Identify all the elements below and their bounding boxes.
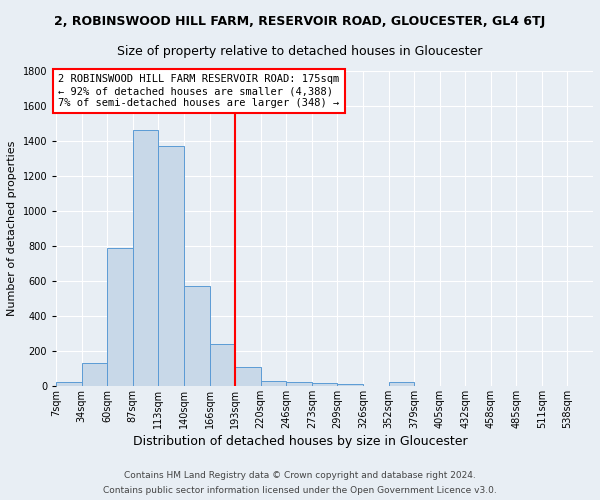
Bar <box>107 248 133 386</box>
Bar <box>158 146 184 386</box>
Bar <box>337 384 363 386</box>
Bar <box>56 382 82 386</box>
Bar <box>184 286 209 386</box>
Y-axis label: Number of detached properties: Number of detached properties <box>7 140 17 316</box>
Bar <box>286 382 312 386</box>
Text: Size of property relative to detached houses in Gloucester: Size of property relative to detached ho… <box>118 45 482 58</box>
Text: 2, ROBINSWOOD HILL FARM, RESERVOIR ROAD, GLOUCESTER, GL4 6TJ: 2, ROBINSWOOD HILL FARM, RESERVOIR ROAD,… <box>55 15 545 28</box>
Bar <box>389 382 414 386</box>
Bar <box>312 384 337 386</box>
Bar <box>133 130 158 386</box>
Bar <box>235 366 260 386</box>
Bar <box>260 380 286 386</box>
Bar <box>209 344 235 386</box>
Text: Contains HM Land Registry data © Crown copyright and database right 2024.: Contains HM Land Registry data © Crown c… <box>124 471 476 480</box>
Bar <box>82 363 107 386</box>
Text: Contains public sector information licensed under the Open Government Licence v3: Contains public sector information licen… <box>103 486 497 495</box>
Text: Distribution of detached houses by size in Gloucester: Distribution of detached houses by size … <box>133 435 467 448</box>
Text: 2 ROBINSWOOD HILL FARM RESERVOIR ROAD: 175sqm
← 92% of detached houses are small: 2 ROBINSWOOD HILL FARM RESERVOIR ROAD: 1… <box>58 74 339 108</box>
